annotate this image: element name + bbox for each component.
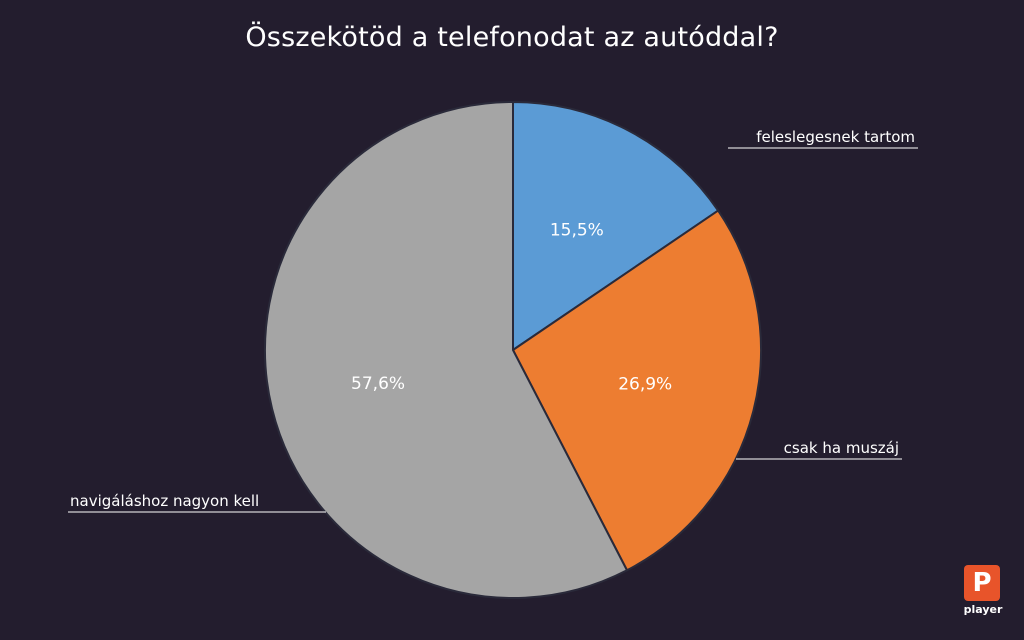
pie-slice <box>511 209 762 572</box>
chart-title: Összekötöd a telefonodat az autóddal? <box>245 22 779 53</box>
slice-category-label: navigáláshoz nagyon kell <box>70 492 259 510</box>
logo-text: player <box>963 603 1003 616</box>
slice-percent-label: 57,6% <box>351 374 405 394</box>
pie-slice <box>512 100 720 352</box>
slice-percent-label: 15,5% <box>550 220 604 240</box>
player-logo: P player <box>958 563 1008 623</box>
slice-percent-label: 26,9% <box>618 375 672 395</box>
logo-badge: P <box>964 565 1000 601</box>
slice-category-label: feleslegesnek tartom <box>756 128 915 146</box>
slice-category-label: csak ha muszáj <box>784 439 899 457</box>
pie-slice <box>264 100 629 599</box>
